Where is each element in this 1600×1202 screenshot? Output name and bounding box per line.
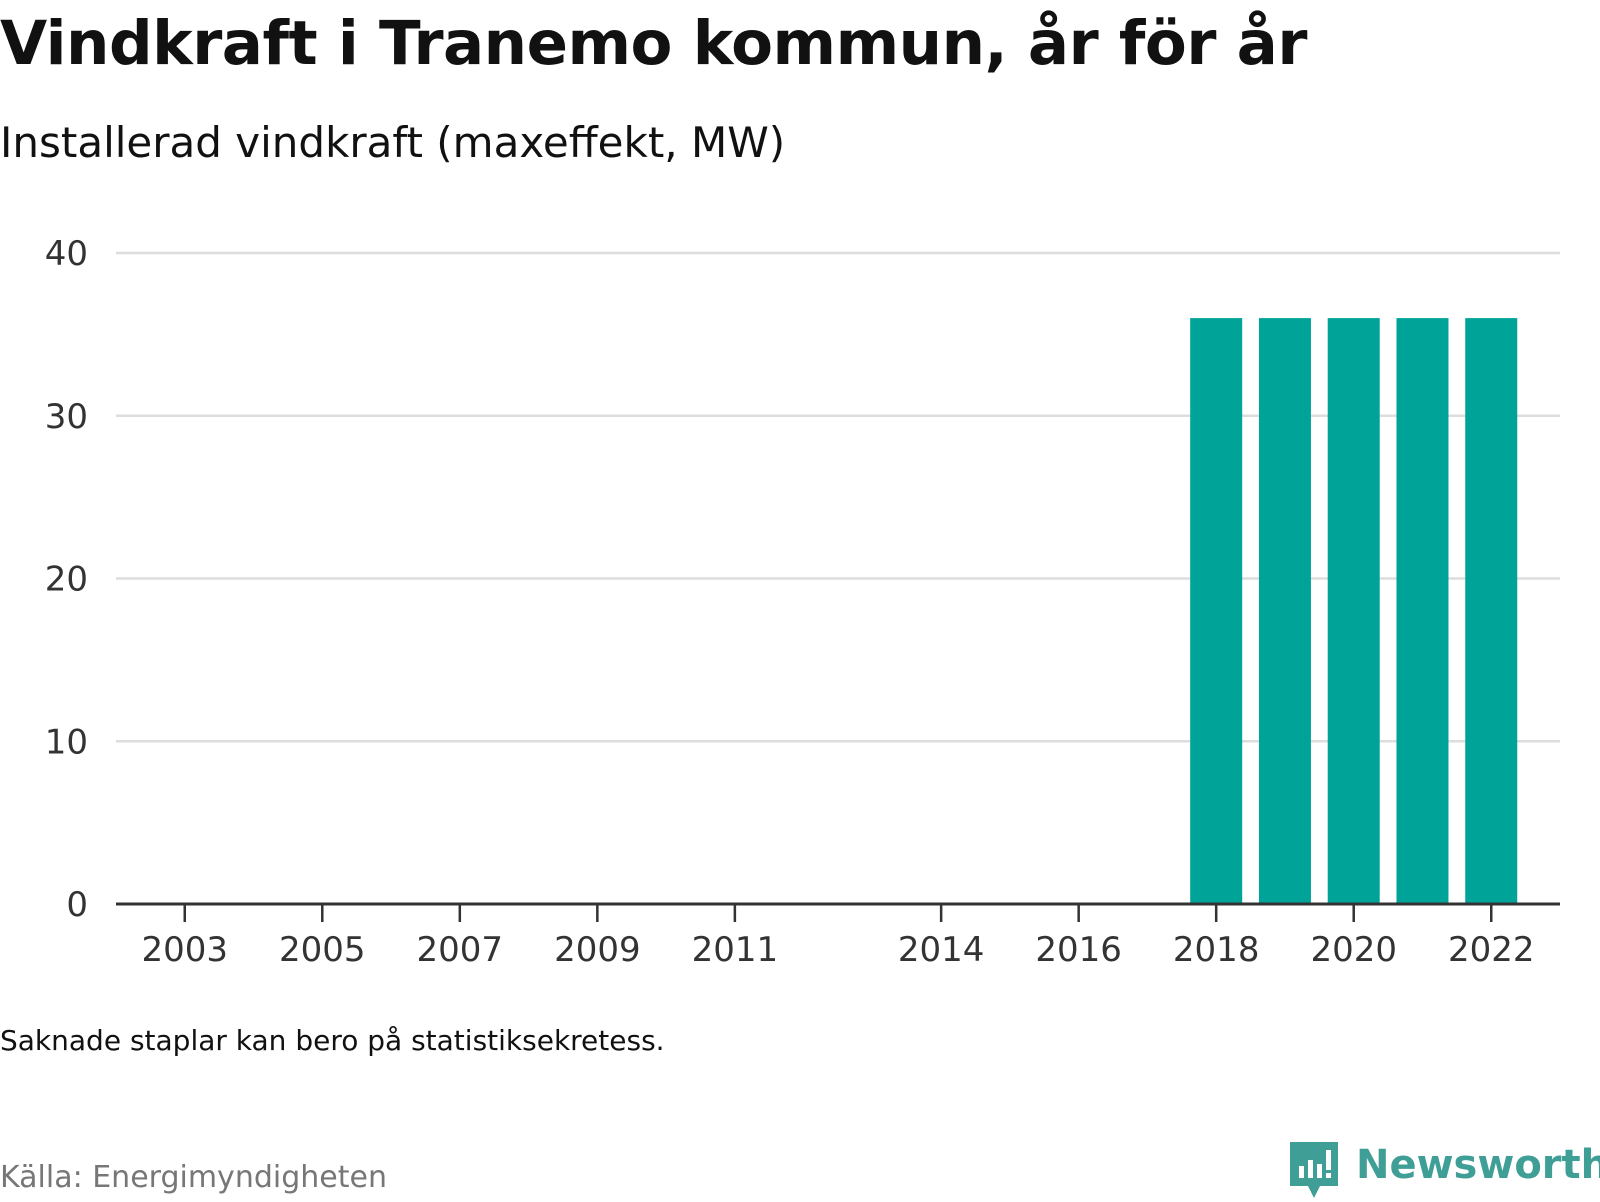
brand-name: Newsworthy	[1356, 1142, 1600, 1188]
y-tick-label: 40	[45, 234, 88, 274]
grid-lines	[116, 251, 1560, 743]
x-tick-label: 2022	[1448, 930, 1535, 970]
chart-title: Vindkraft i Tranemo kommun, år för år	[0, 8, 1307, 79]
x-axis-tick-labels: 2003 2005 2007 2009 2011 2014 2016 2018 2020 2022	[141, 930, 1534, 970]
bar-2022	[1465, 318, 1518, 905]
x-tick-label: 2007	[417, 930, 504, 970]
bar-2021	[1396, 318, 1449, 905]
bar-2020	[1327, 318, 1380, 905]
y-tick-label: 20	[45, 560, 88, 600]
chart-subtitle: Installerad vindkraft (maxeffekt, MW)	[0, 118, 786, 167]
y-tick-label: 30	[45, 397, 88, 437]
source-credit: Källa: Energimyndigheten	[0, 1160, 387, 1195]
bar-2019	[1258, 318, 1311, 905]
footnote: Saknade staplar kan bero på statistiksek…	[0, 1024, 665, 1057]
bars	[1190, 318, 1518, 905]
x-tick-label: 2016	[1035, 930, 1122, 970]
newsworthy-brand[interactable]: Newsworthy	[1290, 1142, 1600, 1202]
x-tick-label: 2020	[1310, 930, 1397, 970]
y-tick-label: 10	[45, 722, 88, 762]
x-tick-label: 2011	[692, 930, 779, 970]
x-tick-label: 2018	[1173, 930, 1260, 970]
x-tick-label: 2014	[898, 930, 985, 970]
x-axis-ticks	[183, 904, 1493, 922]
x-tick-label: 2003	[141, 930, 228, 970]
y-tick-label: 0	[66, 885, 88, 925]
x-tick-label: 2005	[279, 930, 366, 970]
newsworthy-logo-icon	[1290, 1142, 1338, 1198]
y-axis-tick-labels: 0 10 20 30 40	[45, 234, 88, 925]
bar-2018	[1190, 318, 1243, 905]
x-tick-label: 2009	[554, 930, 641, 970]
